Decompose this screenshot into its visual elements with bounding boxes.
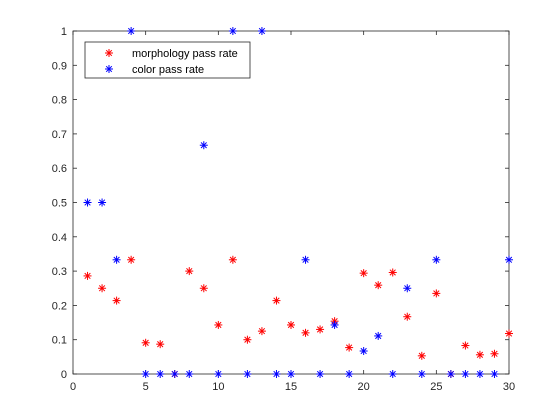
morphology-point — [432, 289, 441, 298]
color-point — [374, 331, 383, 340]
y-tick-label: 0.7 — [52, 129, 67, 141]
legend-marker-color — [105, 65, 113, 73]
color-point — [461, 370, 470, 378]
color-point — [185, 370, 194, 378]
y-tick-label: 0.1 — [52, 335, 67, 347]
color-point — [505, 255, 513, 264]
morphology-point — [287, 320, 295, 329]
legend-label-color: color pass rate — [132, 64, 204, 76]
color-point — [359, 347, 368, 356]
data-points — [83, 27, 513, 378]
x-tick-label: 0 — [70, 381, 76, 393]
morphology-point — [316, 325, 325, 334]
x-tick-label: 5 — [143, 381, 149, 393]
y-tick-label: 0.6 — [52, 163, 67, 175]
morphology-point — [112, 296, 121, 305]
color-point — [432, 255, 441, 264]
morphology-point — [185, 267, 194, 276]
y-tick-label: 0.5 — [52, 198, 67, 210]
morphology-point — [359, 269, 368, 278]
color-point — [156, 370, 165, 378]
color-point — [316, 370, 325, 378]
color-point — [287, 370, 295, 378]
x-tick-label: 25 — [430, 381, 442, 393]
morphology-point — [505, 329, 513, 338]
color-point — [141, 370, 150, 378]
y-tick-label: 0 — [61, 369, 67, 381]
color-point — [199, 141, 208, 150]
morphology-point — [374, 281, 383, 290]
x-tick-label: 15 — [285, 381, 297, 393]
color-point — [257, 27, 266, 35]
x-tick-label: 20 — [358, 381, 370, 393]
legend-label-morphology: morphology pass rate — [132, 48, 238, 60]
morphology-point — [127, 255, 136, 264]
color-point — [490, 370, 499, 378]
x-tick-label: 10 — [212, 381, 224, 393]
y-tick-label: 0.4 — [52, 232, 67, 244]
morphology-point — [83, 271, 92, 280]
color-point — [403, 284, 412, 293]
color-point — [388, 370, 397, 378]
morphology-point — [345, 343, 354, 352]
morphology-point — [214, 320, 223, 329]
morphology-point — [490, 349, 499, 358]
morphology-point — [156, 340, 165, 349]
color-point — [170, 370, 179, 378]
morphology-point — [475, 350, 484, 359]
y-tick-label: 0.9 — [52, 60, 67, 72]
morphology-point — [403, 312, 412, 321]
color-point — [272, 370, 281, 378]
y-tick-label: 1 — [61, 26, 67, 38]
morphology-point — [461, 341, 470, 350]
color-point — [83, 198, 92, 207]
y-tick-label: 0.8 — [52, 95, 67, 107]
y-tick-label: 0.3 — [52, 266, 67, 278]
morphology-point — [388, 268, 397, 277]
morphology-point — [417, 351, 426, 360]
morphology-point — [141, 338, 150, 347]
morphology-point — [272, 296, 281, 305]
legend: morphology pass rate color pass rate — [84, 41, 251, 79]
color-point — [301, 255, 310, 264]
color-point — [330, 320, 339, 329]
color-point — [214, 370, 223, 378]
morphology-point — [301, 328, 310, 337]
x-tick-label: 30 — [503, 381, 515, 393]
morphology-point — [243, 335, 252, 344]
y-tick-label: 0.2 — [52, 300, 67, 312]
color-point — [98, 198, 107, 207]
morphology-point — [228, 255, 237, 264]
morphology-point — [199, 284, 208, 293]
color-point — [243, 370, 252, 378]
color-point — [345, 370, 354, 378]
color-point — [475, 370, 484, 378]
color-point — [112, 255, 121, 264]
color-point — [127, 27, 136, 35]
legend-box — [84, 41, 251, 79]
legend-marker-morphology — [105, 49, 113, 57]
color-point — [417, 370, 426, 378]
morphology-point — [257, 327, 266, 336]
color-point — [446, 370, 455, 378]
color-point — [228, 27, 237, 35]
morphology-point — [98, 284, 107, 293]
